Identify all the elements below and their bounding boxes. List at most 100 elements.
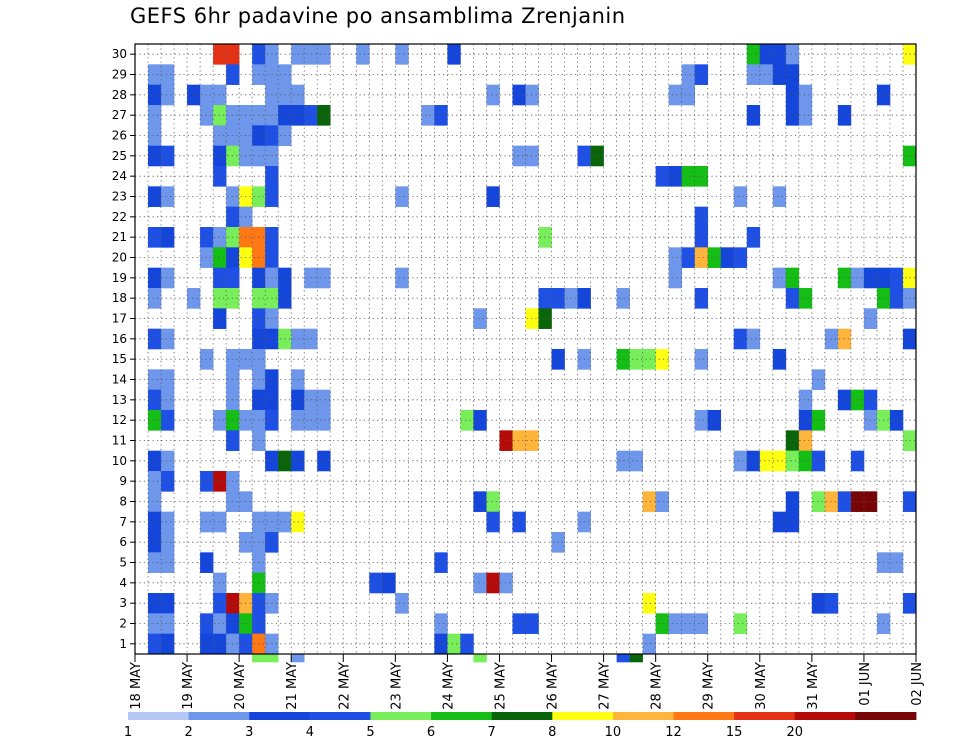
heatmap-cell <box>629 349 643 370</box>
heatmap-cell <box>200 84 214 106</box>
heatmap-cell <box>499 572 513 594</box>
y-tick-label: 25 <box>112 149 127 163</box>
heatmap-cell <box>148 613 162 634</box>
heatmap-cell <box>759 64 774 85</box>
heatmap-cell <box>668 613 682 634</box>
heatmap-cell <box>629 450 643 472</box>
heatmap-cell <box>473 410 487 431</box>
y-tick-label: 2 <box>119 617 127 631</box>
heatmap-cell <box>772 450 787 472</box>
heatmap-cell <box>811 410 826 431</box>
heatmap-cell <box>798 389 813 411</box>
heatmap-cell <box>811 491 826 512</box>
heatmap-cell <box>252 654 266 663</box>
heatmap-cell <box>512 613 526 634</box>
heatmap-cell <box>304 410 318 431</box>
heatmap-cell <box>473 572 487 594</box>
heatmap-cell <box>148 267 162 289</box>
heatmap-cell <box>616 288 630 309</box>
heatmap-cell <box>668 166 682 187</box>
heatmap-cell <box>395 44 409 65</box>
y-tick-label: 11 <box>112 434 127 448</box>
heatmap-cell <box>694 206 709 228</box>
heatmap-cell <box>694 349 709 370</box>
x-tick-label: 25 MAY <box>493 662 508 710</box>
heatmap-cell <box>200 511 214 533</box>
y-tick-label: 5 <box>119 556 127 570</box>
heatmap-cell <box>486 491 500 512</box>
heatmap-cell <box>694 227 709 248</box>
heatmap-cell <box>759 44 774 65</box>
heatmap-cell <box>161 369 175 390</box>
heatmap-cell <box>655 349 669 370</box>
x-tick-label: 02 JUN <box>910 662 925 706</box>
heatmap-cell <box>148 288 162 309</box>
y-tick-label: 15 <box>112 352 127 366</box>
heatmap-cell <box>694 166 709 187</box>
heatmap-cell <box>317 410 331 431</box>
heatmap-cell <box>356 44 370 65</box>
y-tick-label: 19 <box>112 271 127 285</box>
colorbar-swatch <box>552 712 614 720</box>
y-tick-label: 8 <box>119 495 127 509</box>
heatmap-cell <box>668 267 682 289</box>
heatmap-cell <box>486 572 500 594</box>
colorbar-swatch <box>128 712 190 720</box>
heatmap-cell <box>161 450 175 472</box>
heatmap-cell <box>642 491 656 512</box>
heatmap-cell <box>161 532 175 553</box>
colorbar-swatch <box>673 712 735 720</box>
heatmap-cell <box>148 410 162 431</box>
heatmap-cell <box>798 288 813 309</box>
colorbar-label: 10 <box>605 725 622 740</box>
heatmap-cell <box>772 64 787 85</box>
y-tick-label: 10 <box>112 454 127 468</box>
heatmap-cell <box>148 369 162 390</box>
heatmap-cell <box>785 511 800 533</box>
heatmap-cell <box>317 105 331 126</box>
heatmap-cell <box>668 84 682 106</box>
heatmap-cell <box>304 105 318 126</box>
heatmap-cell <box>616 450 630 472</box>
x-tick-label: 23 MAY <box>389 662 404 710</box>
heatmap-cell <box>746 328 761 350</box>
heatmap-cell <box>720 247 735 268</box>
heatmap-cell <box>291 654 305 663</box>
colorbar-label: 7 <box>488 725 496 740</box>
heatmap-cell <box>668 247 682 268</box>
heatmap-cell <box>746 105 761 126</box>
heatmap-cell <box>395 267 409 289</box>
heatmap-cell <box>148 593 162 614</box>
heatmap-cell <box>811 593 826 614</box>
heatmap-cell <box>148 389 162 411</box>
heatmap-cell <box>200 247 214 268</box>
y-tick-label: 16 <box>112 332 127 346</box>
heatmap-cell <box>707 247 722 268</box>
heatmap-cell <box>434 105 448 126</box>
heatmap-cell <box>655 491 669 512</box>
y-tick-label: 24 <box>112 169 127 183</box>
heatmap-cell <box>798 410 813 431</box>
chart-title: GEFS 6hr padavine po ansamblima Zrenjani… <box>130 4 626 28</box>
heatmap-cell <box>421 105 435 126</box>
heatmap-cell <box>733 450 748 472</box>
heatmap-cell <box>161 552 175 573</box>
heatmap-cell <box>434 613 448 634</box>
heatmap-cell <box>473 654 487 663</box>
heatmap-cell <box>785 288 800 309</box>
heatmap-cell <box>824 593 839 614</box>
y-tick-label: 6 <box>119 535 127 549</box>
colorbar-swatch <box>249 712 311 720</box>
heatmap-cell <box>148 227 162 248</box>
heatmap-cell <box>369 572 383 594</box>
colorbar-label: 15 <box>726 725 743 740</box>
heatmap-cell <box>148 84 162 106</box>
y-tick-label: 21 <box>112 230 127 244</box>
heatmap-cell <box>759 450 774 472</box>
heatmap-cell <box>148 105 162 126</box>
heatmap-cell <box>148 471 162 492</box>
heatmap-cell <box>681 64 696 85</box>
y-tick-label: 12 <box>112 413 127 427</box>
heatmap-cell <box>616 654 630 663</box>
